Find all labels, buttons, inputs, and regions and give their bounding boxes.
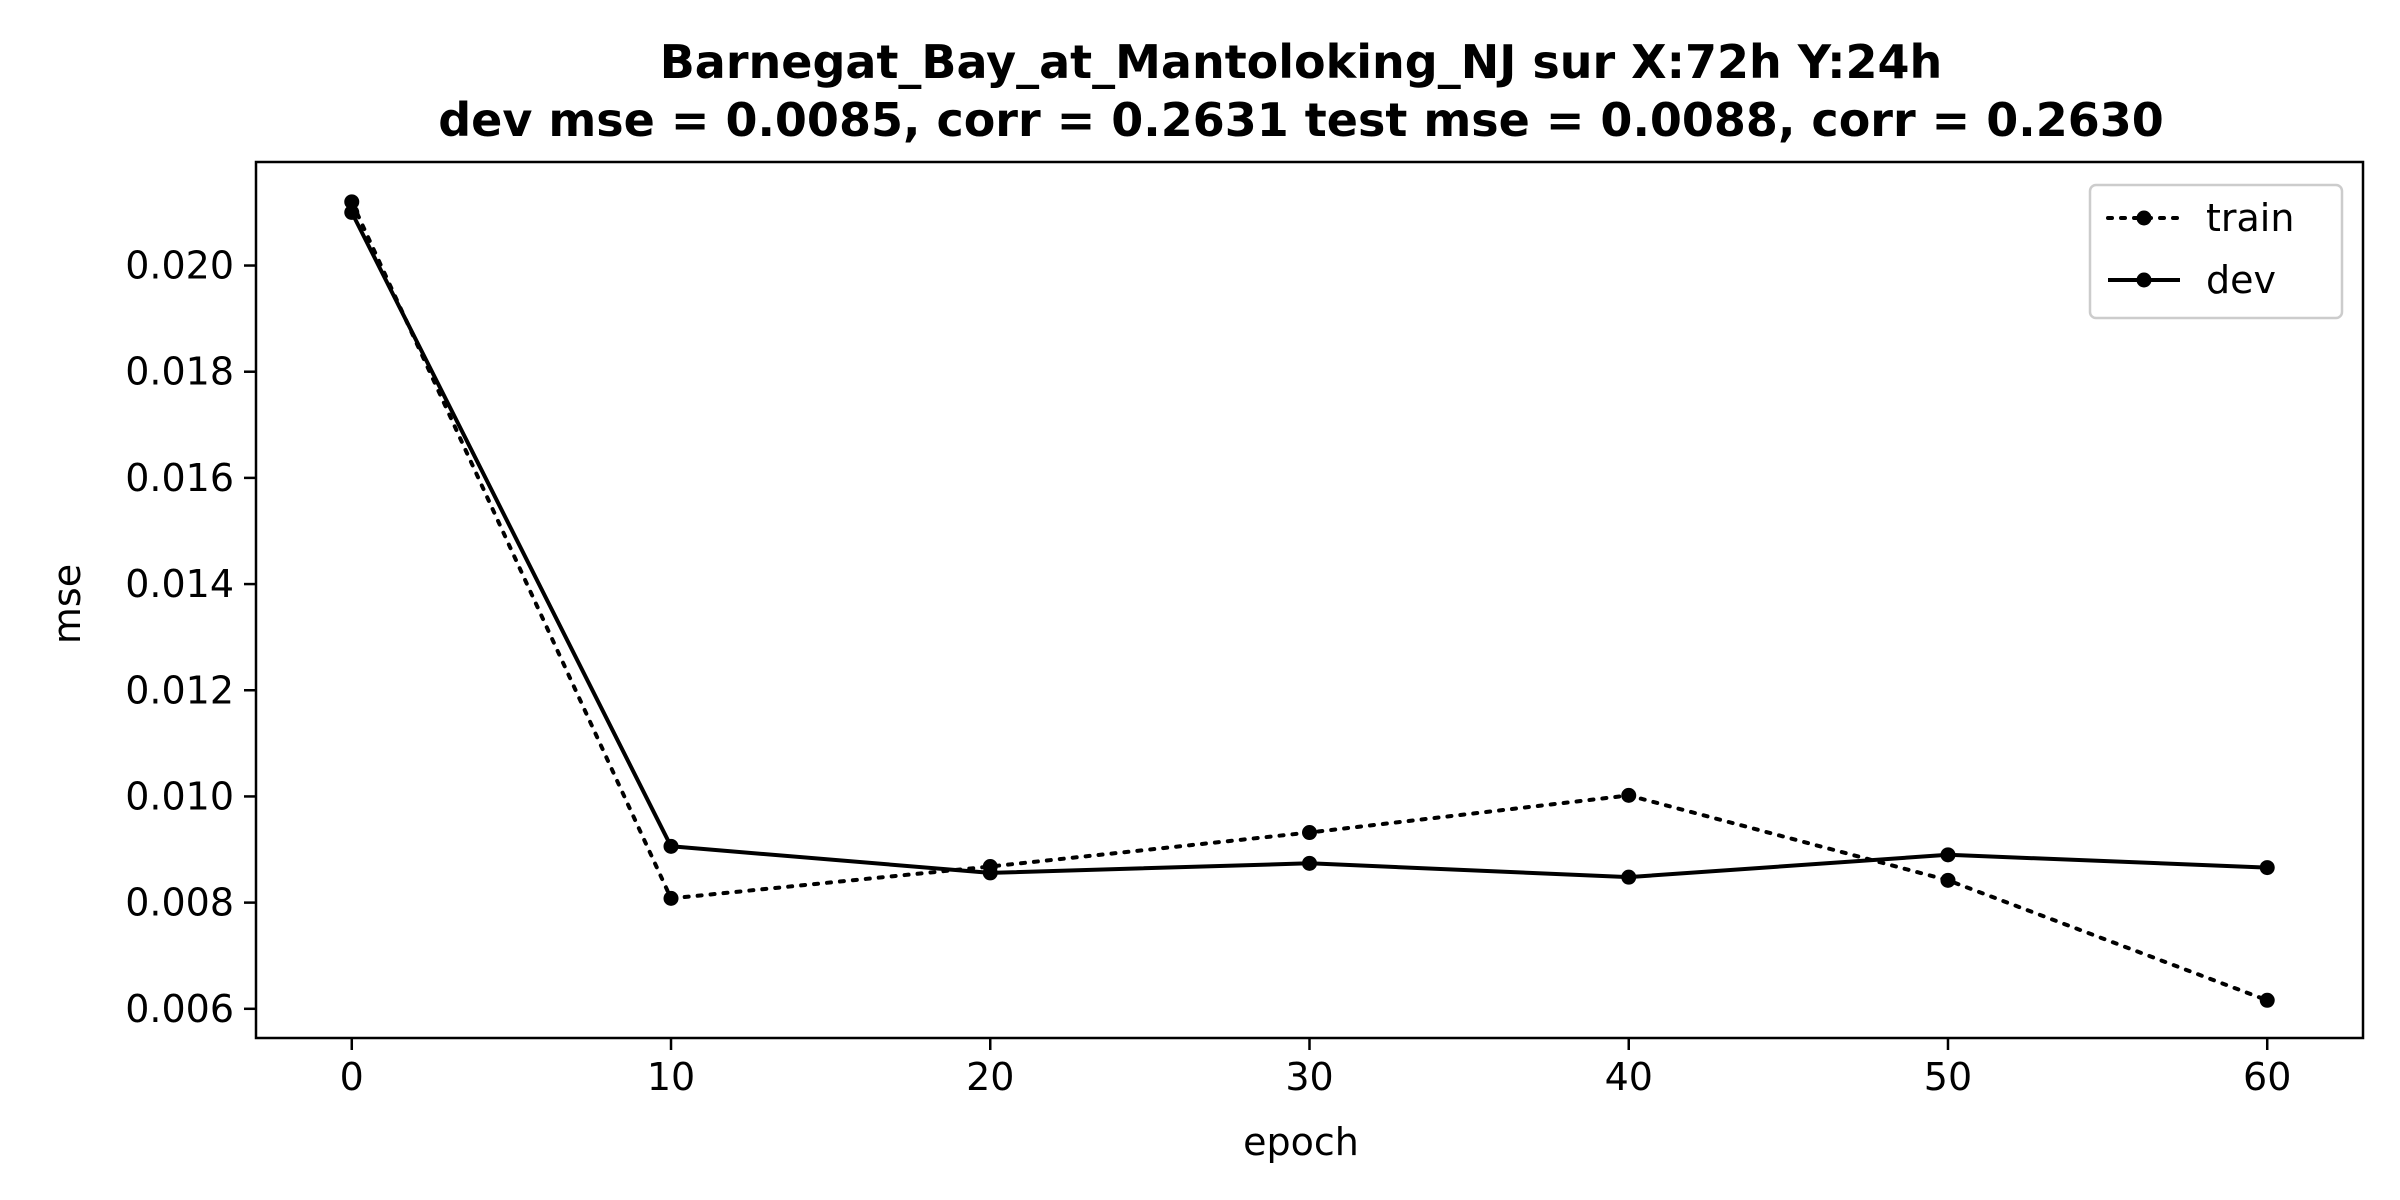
y-tick-label: 0.018 (125, 350, 234, 394)
x-tick-label: 20 (966, 1055, 1014, 1099)
y-tick-label: 0.014 (125, 562, 234, 606)
legend-marker-train (2136, 210, 2152, 226)
y-tick-label: 0.008 (125, 881, 234, 925)
data-point-train (1940, 872, 1956, 888)
x-tick-label: 40 (1605, 1055, 1653, 1099)
data-point-dev (982, 865, 998, 881)
data-point-train (344, 194, 360, 210)
legend-marker-dev (2136, 272, 2152, 288)
y-tick-label: 0.012 (125, 668, 234, 712)
chart-subtitle: dev mse = 0.0085, corr = 0.2631 test mse… (438, 93, 2164, 147)
x-tick-label: 10 (647, 1055, 695, 1099)
plot-frame (254, 160, 2365, 1040)
data-point-train (663, 890, 679, 906)
legend-label-train: train (2206, 196, 2294, 240)
data-point-train (2259, 992, 2275, 1008)
y-tick-label: 0.006 (125, 987, 234, 1031)
legend-label-dev: dev (2206, 258, 2276, 302)
legend: train dev (2088, 183, 2344, 320)
y-axis-label: mse (45, 564, 89, 644)
data-point-dev (1302, 855, 1317, 871)
x-tick-label: 50 (1924, 1055, 1972, 1099)
data-point-train (1302, 825, 1317, 841)
y-tick-label: 0.010 (125, 774, 234, 818)
data-point-dev (1940, 847, 1956, 863)
plot-area: 0 10 20 30 40 50 60 0.006 0.008 0.010 0.012 0.014 0.… (125, 160, 2365, 1099)
y-tick-label: 0.020 (125, 244, 234, 288)
data-point-dev (2259, 860, 2275, 876)
chart-title: Barnegat_Bay_at_Mantoloking_NJ sur X:72h… (660, 35, 1943, 89)
y-tick-label: 0.016 (125, 456, 234, 500)
x-tick-label: 30 (1285, 1055, 1333, 1099)
data-point-dev (344, 204, 360, 220)
x-tick-label: 0 (340, 1055, 364, 1099)
x-axis-label: epoch (1243, 1120, 1359, 1164)
legend-box (2088, 183, 2344, 320)
data-point-dev (1621, 869, 1637, 885)
series-line-dev (350, 211, 2268, 880)
series-line-train (349, 199, 2270, 1003)
data-point-train (1621, 787, 1637, 803)
x-tick-label: 60 (2243, 1055, 2291, 1099)
data-point-dev (663, 838, 679, 854)
